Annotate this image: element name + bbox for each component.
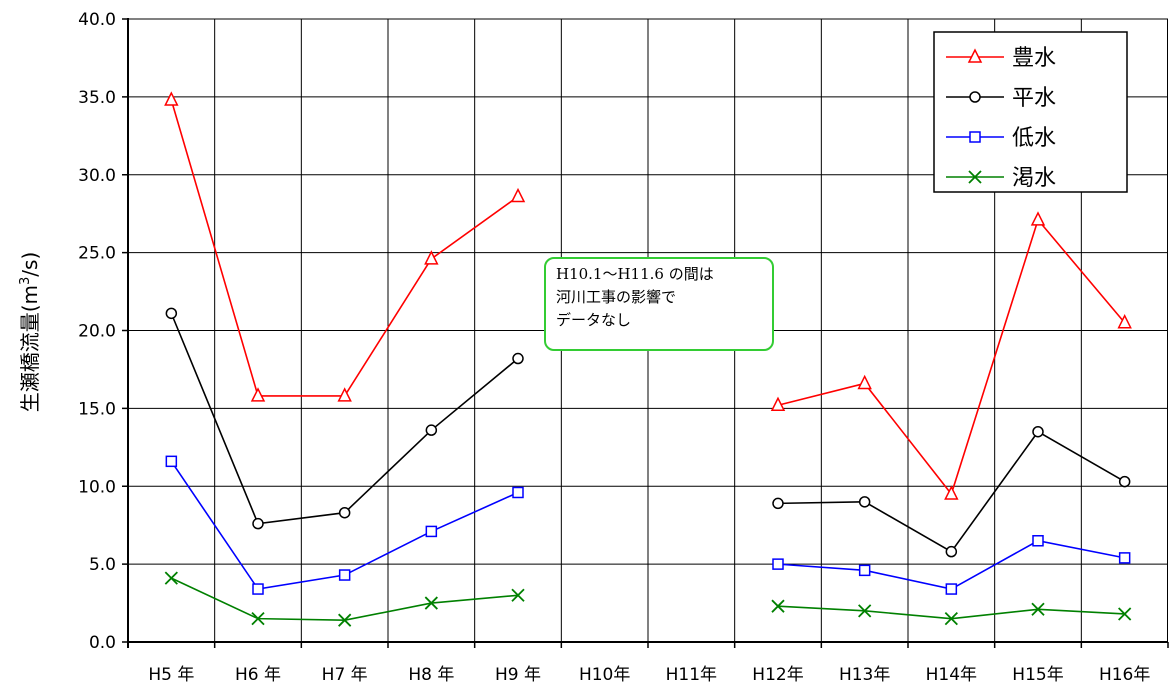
data-point <box>165 455 178 468</box>
legend-item: 平水 <box>946 86 1056 111</box>
data-point <box>252 583 264 595</box>
data-point <box>945 583 958 595</box>
series-2 <box>165 455 1131 595</box>
data-point <box>338 506 351 519</box>
y-tick-label: 10.0 <box>78 477 116 497</box>
series-line <box>170 577 519 621</box>
annotation-line-2: 河川工事の影響で <box>556 288 676 306</box>
y-tick-label: 25.0 <box>78 244 116 264</box>
legend-box <box>933 31 1128 193</box>
data-point <box>1031 602 1045 616</box>
data-point <box>1117 314 1132 329</box>
data-point <box>511 588 525 602</box>
y-tick-label: 35.0 <box>78 88 116 108</box>
data-point <box>1030 211 1046 226</box>
x-tick-label: H13年 <box>839 665 890 685</box>
data-point <box>858 604 872 618</box>
y-tick-label: 20.0 <box>78 322 116 342</box>
data-point <box>945 545 958 558</box>
data-point <box>1032 425 1044 438</box>
data-point <box>944 612 958 626</box>
y-tick-labels: 0.0 5.0 10.0 15.0 20.0 25.0 30.0 35.0 40.0 <box>78 10 116 653</box>
data-point <box>944 485 959 500</box>
x-tick-label: H12年 <box>752 665 803 685</box>
legend-label: 豊水 <box>1012 46 1056 71</box>
series-line <box>777 605 1125 620</box>
legend-swatch-marker <box>969 131 981 143</box>
data-point <box>1118 552 1131 564</box>
x-tick-label: H16年 <box>1099 665 1150 685</box>
x-tick-label: H6 年 <box>235 665 281 685</box>
data-point <box>512 486 524 499</box>
data-point <box>858 496 871 508</box>
x-tick-labels: H5 年 H6 年 H7 年 H8 年 H9 年 H10年 H11年 H12年 H13年 H14年… <box>148 665 1150 685</box>
data-point <box>772 497 784 510</box>
y-tick-label: 0.0 <box>89 633 116 653</box>
x-tick-label: H11年 <box>666 665 717 685</box>
data-point <box>338 613 352 627</box>
data-point <box>425 525 438 538</box>
data-point <box>510 187 526 203</box>
y-tick-label: 30.0 <box>78 166 116 186</box>
x-tick-label: H7 年 <box>322 665 368 685</box>
annotation-line-1: H10.1～H11.6 の間は <box>556 265 714 283</box>
legend-label: 低水 <box>1012 126 1056 151</box>
data-point <box>164 91 179 106</box>
data-point <box>424 596 438 610</box>
legend-swatch-marker <box>969 91 981 103</box>
data-point <box>1118 607 1132 621</box>
y-tick-label: 5.0 <box>89 555 116 575</box>
data-point <box>512 352 524 365</box>
series <box>164 91 1132 627</box>
data-point <box>857 374 872 390</box>
x-tick-label: H9 年 <box>495 665 541 685</box>
y-axis-label: 生瀬橋流量(m3/s) <box>18 252 42 413</box>
x-tick-label: H5 年 <box>148 665 194 685</box>
legend-label: 平水 <box>1012 86 1056 111</box>
data-point <box>1032 535 1044 547</box>
legend-item: 低水 <box>946 126 1056 151</box>
x-tick-label: H15年 <box>1012 665 1063 685</box>
data-point <box>251 612 265 626</box>
data-point <box>252 517 264 530</box>
data-point <box>858 564 871 577</box>
data-point <box>424 250 439 265</box>
series-3 <box>164 571 1132 627</box>
data-point <box>164 571 178 585</box>
series-line <box>170 313 519 525</box>
legend-swatch-marker <box>967 48 983 63</box>
y-tick-label: 40.0 <box>78 10 116 30</box>
annotation-box <box>544 257 774 351</box>
series-line <box>777 218 1126 496</box>
legend-swatch-marker <box>968 170 982 184</box>
x-tick-label: H10年 <box>579 665 630 685</box>
data-point <box>770 396 786 412</box>
annotation-line-3: データなし <box>556 311 631 329</box>
data-point <box>425 424 438 436</box>
data-point <box>337 387 352 402</box>
x-tick-label: H8 年 <box>408 665 454 685</box>
data-point <box>338 569 351 581</box>
legend-item: 渇水 <box>946 166 1056 191</box>
axes <box>122 18 1169 648</box>
no-data-annotation: H10.1～H11.6 の間は 河川工事の影響で データなし <box>544 257 774 351</box>
series-line <box>170 99 519 397</box>
data-point <box>771 599 785 613</box>
data-point <box>250 387 266 402</box>
legend-item: 豊水 <box>946 46 1056 71</box>
x-tick-label: H14年 <box>926 665 977 685</box>
data-point <box>1118 475 1131 488</box>
series-1 <box>165 307 1131 558</box>
series-0 <box>164 91 1132 500</box>
data-point <box>165 307 178 320</box>
legend-label: 渇水 <box>1012 166 1056 191</box>
y-tick-label: 15.0 <box>78 399 116 419</box>
data-point <box>772 558 784 570</box>
